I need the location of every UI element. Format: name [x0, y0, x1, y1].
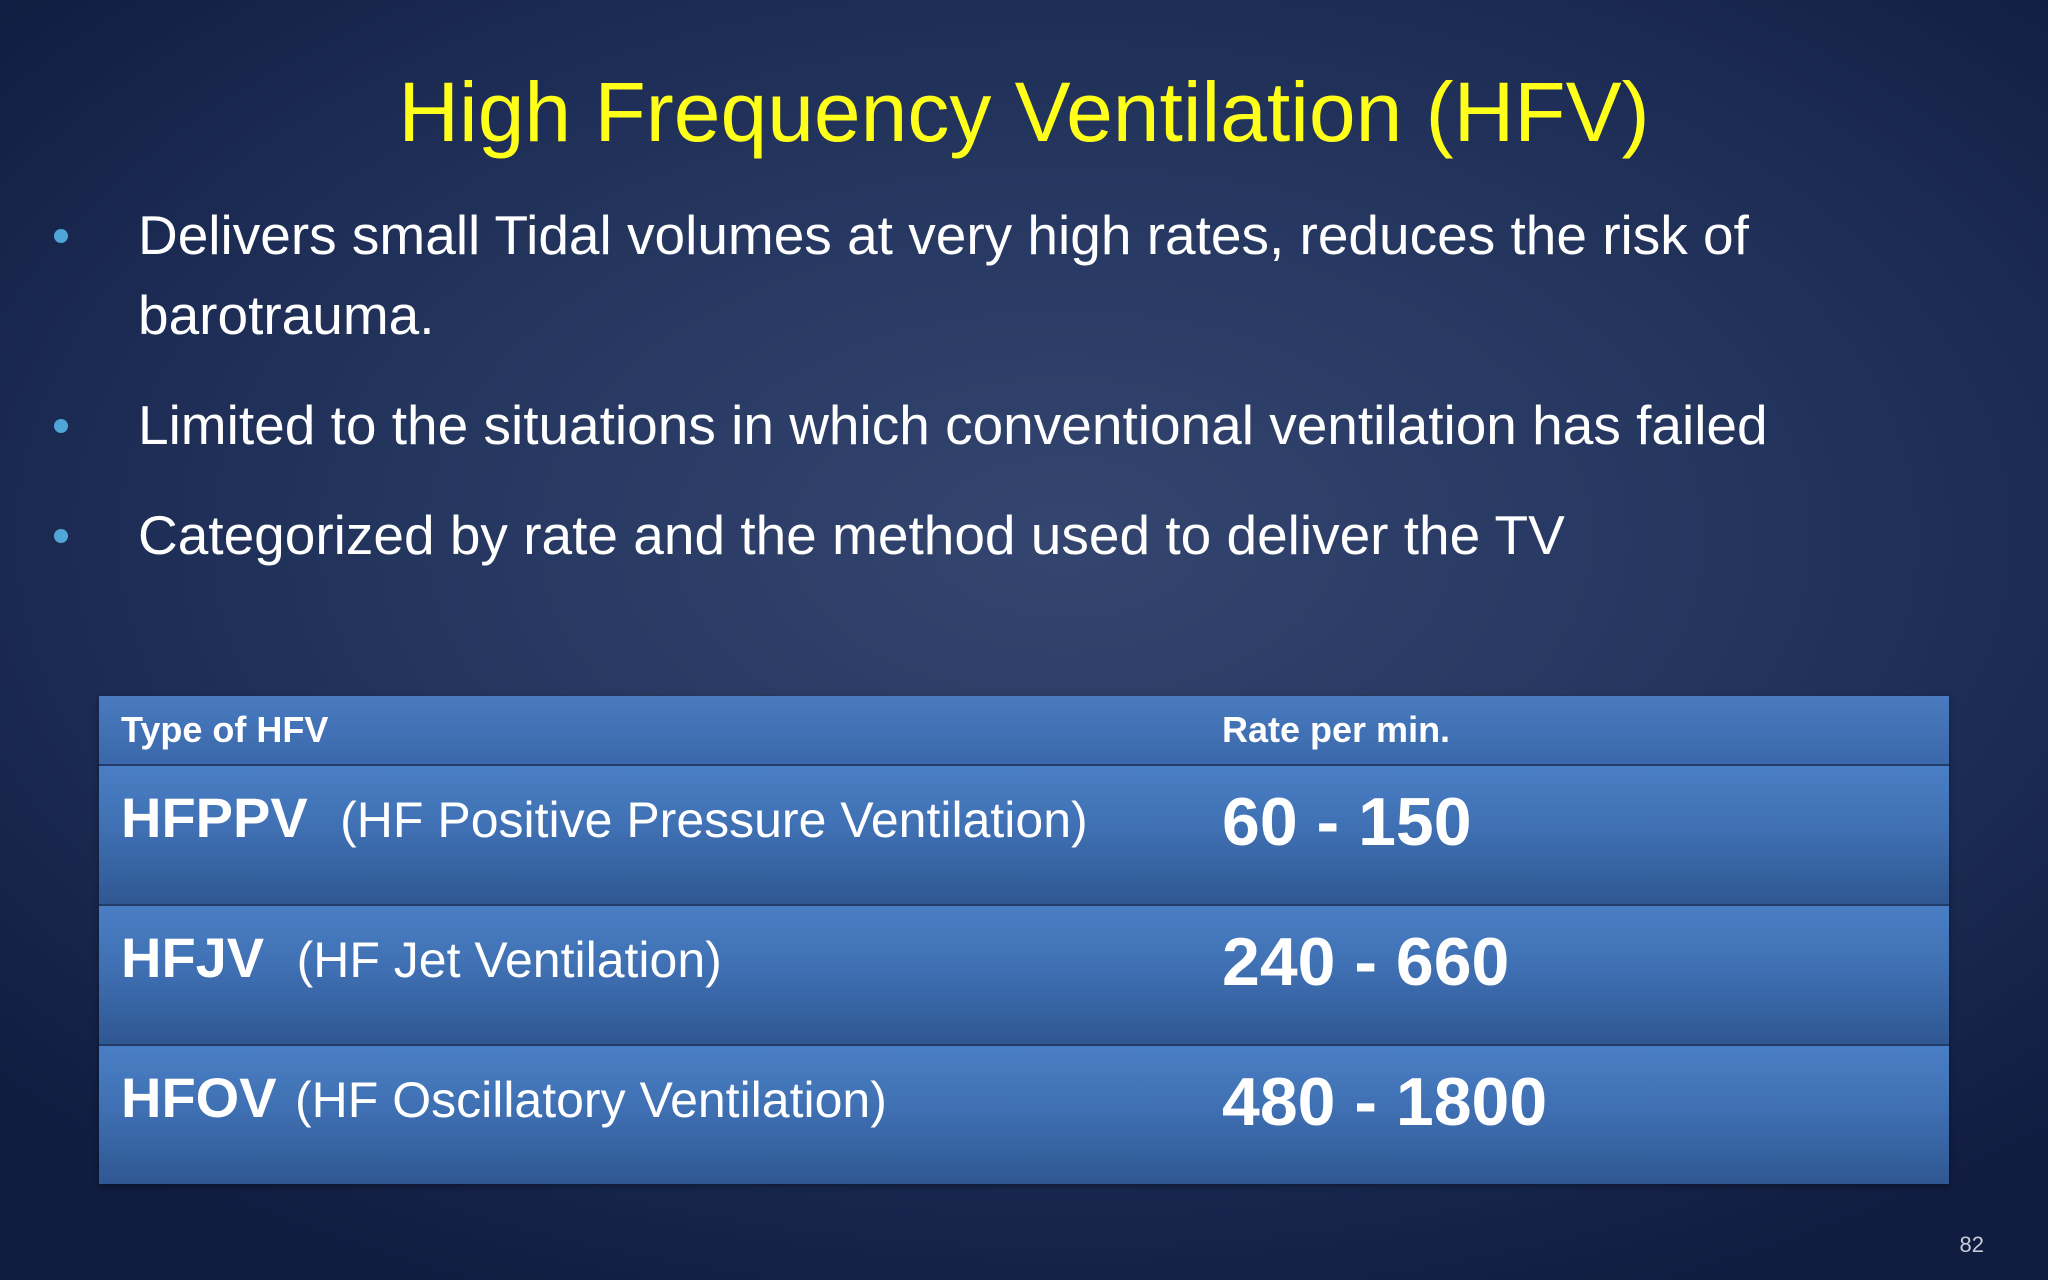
type-cell: HFJV (HF Jet Ventilation) [99, 906, 1222, 1044]
type-abbreviation: HFPPV [121, 786, 308, 849]
bullet-item: Limited to the situations in which conve… [48, 385, 2008, 465]
bullet-marker-icon [54, 529, 68, 543]
type-full-name: (HF Oscillatory Ventilation) [295, 1072, 887, 1128]
bullet-text: Limited to the situations in which conve… [138, 394, 1768, 456]
type-full-name: (HF Jet Ventilation) [296, 932, 722, 988]
table-header-row: Type of HFV Rate per min. [99, 696, 1949, 764]
bullet-item: Categorized by rate and the method used … [48, 495, 2008, 575]
table-row: HFPPV (HF Positive Pressure Ventilation)… [99, 764, 1949, 904]
rate-cell: 480 - 1800 [1222, 1046, 1949, 1184]
rate-value: 60 - 150 [1222, 784, 1472, 860]
rate-value: 240 - 660 [1222, 924, 1510, 1000]
bullet-text: Categorized by rate and the method used … [138, 504, 1565, 566]
type-abbreviation: HFJV [121, 926, 265, 989]
rate-cell: 60 - 150 [1222, 766, 1949, 904]
rate-value: 480 - 1800 [1222, 1064, 1548, 1140]
header-type: Type of HFV [121, 709, 329, 750]
rate-cell: 240 - 660 [1222, 906, 1949, 1044]
bullet-marker-icon [54, 419, 68, 433]
page-number: 82 [1959, 1232, 1984, 1257]
bullet-text: Delivers small Tidal volumes at very hig… [138, 204, 1749, 346]
bullet-list: Delivers small Tidal volumes at very hig… [48, 195, 2008, 605]
table-row: HFOV (HF Oscillatory Ventilation) 480 - … [99, 1044, 1949, 1184]
header-rate: Rate per min. [1222, 709, 1451, 750]
type-cell: HFPPV (HF Positive Pressure Ventilation) [99, 766, 1222, 904]
slide-title: High Frequency Ventilation (HFV) [398, 65, 1650, 159]
type-abbreviation: HFOV [121, 1066, 277, 1129]
hfv-table: Type of HFV Rate per min. HFPPV (HF Posi… [99, 696, 1949, 1184]
bullet-item: Delivers small Tidal volumes at very hig… [48, 195, 1978, 355]
bullet-marker-icon [54, 229, 68, 243]
type-full-name: (HF Positive Pressure Ventilation) [340, 792, 1088, 848]
table-row: HFJV (HF Jet Ventilation) 240 - 660 [99, 904, 1949, 1044]
type-cell: HFOV (HF Oscillatory Ventilation) [99, 1046, 1222, 1184]
